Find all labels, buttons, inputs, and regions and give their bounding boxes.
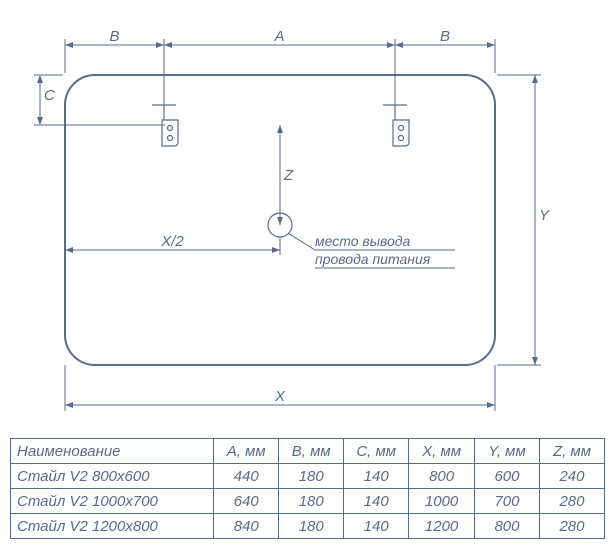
col-header-name: Наименование: [11, 439, 214, 464]
dim-label: B: [440, 28, 450, 45]
cell-value: 600: [474, 464, 539, 489]
cell-value: 1200: [409, 514, 475, 539]
col-header-value: C, мм: [344, 439, 409, 464]
col-header-value: X, мм: [409, 439, 475, 464]
col-header-value: Y, мм: [474, 439, 539, 464]
cell-value: 700: [474, 489, 539, 514]
cell-value: 800: [409, 464, 475, 489]
cell-value: 800: [474, 514, 539, 539]
cell-name: Стайл V2 1200x800: [11, 514, 214, 539]
cell-value: 840: [214, 514, 279, 539]
technical-drawing: B A B C Z X/2 место вывода провода питания X Y: [10, 10, 605, 430]
cell-value: 240: [539, 464, 604, 489]
cell-value: 1000: [409, 489, 475, 514]
table-row: Стайл V2 1000x7006401801401000700280: [11, 489, 605, 514]
dim-label: Z: [283, 167, 294, 184]
dim-label: провода питания: [315, 251, 431, 267]
cell-name: Стайл V2 1000x700: [11, 489, 214, 514]
cell-name: Стайл V2 800x600: [11, 464, 214, 489]
table-row: Стайл V2 1200x8008401801401200800280: [11, 514, 605, 539]
cell-value: 180: [279, 514, 344, 539]
col-header-value: A, мм: [214, 439, 279, 464]
cell-value: 640: [214, 489, 279, 514]
dim-label: место вывода: [315, 233, 411, 249]
dimension-table: НаименованиеA, ммB, ммC, ммX, ммY, ммZ, …: [10, 438, 605, 539]
col-header-value: B, мм: [279, 439, 344, 464]
dim-label: A: [273, 28, 284, 45]
cell-value: 180: [279, 464, 344, 489]
dim-label: C: [44, 87, 55, 104]
cell-value: 180: [279, 489, 344, 514]
dim-label: B: [109, 28, 119, 45]
dim-label: X/2: [160, 233, 184, 250]
cell-value: 140: [344, 464, 409, 489]
cell-value: 140: [344, 489, 409, 514]
cell-value: 280: [539, 489, 604, 514]
cell-value: 280: [539, 514, 604, 539]
cell-value: 440: [214, 464, 279, 489]
col-header-value: Z, мм: [539, 439, 604, 464]
cell-value: 140: [344, 514, 409, 539]
table-row: Стайл V2 800x600440180140800600240: [11, 464, 605, 489]
dim-label: X: [274, 388, 286, 405]
dim-label: Y: [539, 207, 550, 224]
